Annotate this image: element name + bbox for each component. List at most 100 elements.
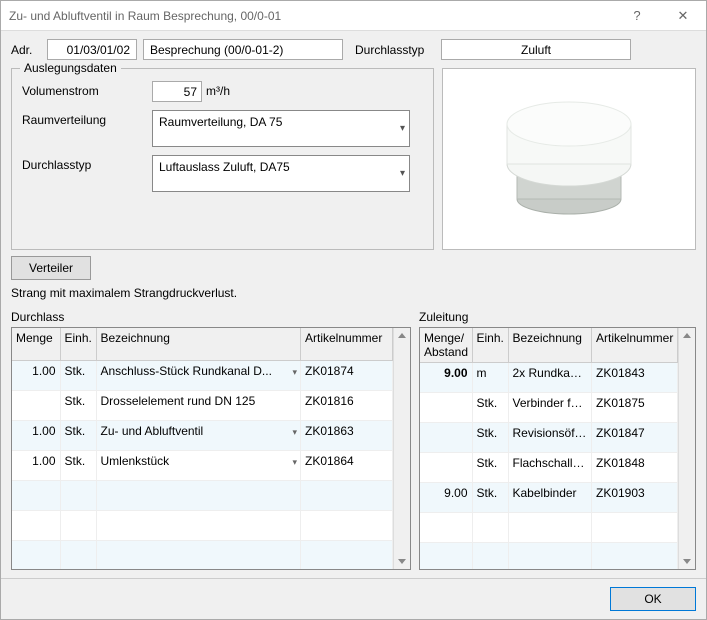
col-menge-abstand[interactable]: Menge/ Abstand	[420, 328, 472, 363]
footer: OK	[1, 578, 706, 619]
close-button[interactable]: ✕	[660, 1, 706, 31]
cell-artikelnummer[interactable]: ZK01843	[592, 363, 678, 393]
cell-bezeichnung[interactable]: Drosselelement rund DN 125	[96, 390, 301, 420]
cell-bezeichnung[interactable]	[508, 543, 592, 571]
cell-bezeichnung[interactable]: Umlenkstück	[96, 450, 301, 480]
table-row[interactable]: Stk.FlachschalldämpferZK01848	[420, 453, 678, 483]
cell-artikelnummer[interactable]: ZK01864	[301, 450, 393, 480]
cell-einh[interactable]: Stk.	[472, 423, 508, 453]
cell-menge[interactable]	[12, 390, 60, 420]
volumenstrom-label: Volumenstrom	[22, 81, 152, 98]
cell-menge[interactable]: 9.00	[420, 363, 472, 393]
raumverteilung-label: Raumverteilung	[22, 110, 152, 127]
cell-einh[interactable]: Stk.	[60, 360, 96, 390]
cell-einh[interactable]: Stk.	[472, 483, 508, 513]
verteiler-button[interactable]: Verteiler	[11, 256, 91, 280]
cell-menge[interactable]	[420, 423, 472, 453]
cell-einh[interactable]	[472, 513, 508, 543]
chevron-down-icon: ▾	[400, 123, 405, 134]
cell-artikelnummer[interactable]	[301, 540, 393, 570]
cell-menge[interactable]	[420, 453, 472, 483]
col-bezeichnung[interactable]: Bezeichnung	[508, 328, 592, 363]
cell-bezeichnung[interactable]: Flachschalldämpfer	[508, 453, 592, 483]
col-artikelnummer[interactable]: Artikelnummer	[592, 328, 678, 363]
volumenstrom-input[interactable]	[152, 81, 202, 102]
durchlasstyp-value[interactable]: Zuluft	[441, 39, 631, 60]
cell-artikelnummer[interactable]: ZK01863	[301, 420, 393, 450]
table-row[interactable]	[12, 510, 393, 540]
cell-artikelnummer[interactable]: ZK01847	[592, 423, 678, 453]
chevron-down-icon: ▾	[400, 168, 405, 179]
cell-einh[interactable]	[60, 510, 96, 540]
cell-bezeichnung[interactable]: Kabelbinder	[508, 483, 592, 513]
col-einh[interactable]: Einh.	[472, 328, 508, 363]
cell-menge[interactable]: 9.00	[420, 483, 472, 513]
cell-einh[interactable]: Stk.	[472, 453, 508, 483]
cell-menge[interactable]	[420, 393, 472, 423]
cell-bezeichnung[interactable]: Revisionsöffnung	[508, 423, 592, 453]
cell-bezeichnung[interactable]	[96, 510, 301, 540]
cell-bezeichnung[interactable]: Anschluss-Stück Rundkanal D...	[96, 360, 301, 390]
cell-einh[interactable]: Stk.	[60, 450, 96, 480]
cell-menge[interactable]	[420, 543, 472, 571]
cell-artikelnummer[interactable]: ZK01874	[301, 360, 393, 390]
cell-artikelnummer[interactable]	[301, 480, 393, 510]
cell-einh[interactable]: Stk.	[472, 393, 508, 423]
cell-artikelnummer[interactable]: ZK01848	[592, 453, 678, 483]
addr-name[interactable]: Besprechung (00/0-01-2)	[143, 39, 343, 60]
cell-menge[interactable]	[12, 480, 60, 510]
cell-menge[interactable]	[12, 540, 60, 570]
cell-bezeichnung[interactable]	[96, 480, 301, 510]
table-row[interactable]: 1.00Stk.Zu- und AbluftventilZK01863	[12, 420, 393, 450]
cell-artikelnummer[interactable]: ZK01875	[592, 393, 678, 423]
table-row[interactable]: 9.00m2x Rundkanal DA 75 (Kunstst...ZK018…	[420, 363, 678, 393]
durchlasstyp-combo[interactable]: Luftauslass Zuluft, DA75 ▾	[152, 155, 410, 192]
table-row[interactable]	[420, 543, 678, 571]
ok-button[interactable]: OK	[610, 587, 696, 611]
table-row[interactable]	[420, 513, 678, 543]
auslegungsdaten-fieldset: Auslegungsdaten Volumenstrom m³/h Raumve…	[11, 68, 434, 250]
table-row[interactable]: Stk.Verbinder für Rundkanal DA 75ZK01875	[420, 393, 678, 423]
cell-bezeichnung[interactable]: Verbinder für Rundkanal DA 75	[508, 393, 592, 423]
durchlass-grid[interactable]: Menge Einh. Bezeichnung Artikelnummer 1.…	[11, 327, 411, 570]
cell-menge[interactable]: 1.00	[12, 450, 60, 480]
cell-einh[interactable]: Stk.	[60, 420, 96, 450]
col-einh[interactable]: Einh.	[60, 328, 96, 360]
col-menge[interactable]: Menge	[12, 328, 60, 360]
cell-menge[interactable]	[12, 510, 60, 540]
table-row[interactable]: Stk.Drosselelement rund DN 125ZK01816	[12, 390, 393, 420]
col-bezeichnung[interactable]: Bezeichnung	[96, 328, 301, 360]
cell-artikelnummer[interactable]	[592, 543, 678, 571]
help-button[interactable]: ?	[614, 1, 660, 31]
col-artikelnummer[interactable]: Artikelnummer	[301, 328, 393, 360]
cell-einh[interactable]: m	[472, 363, 508, 393]
addr-value[interactable]: 01/03/01/02	[47, 39, 137, 60]
cell-einh[interactable]	[60, 480, 96, 510]
cell-menge[interactable]	[420, 513, 472, 543]
cell-artikelnummer[interactable]: ZK01816	[301, 390, 393, 420]
table-row[interactable]: 9.00Stk.KabelbinderZK01903	[420, 483, 678, 513]
cell-menge[interactable]: 1.00	[12, 420, 60, 450]
table-row[interactable]: 1.00Stk.UmlenkstückZK01864	[12, 450, 393, 480]
cell-bezeichnung[interactable]: Zu- und Abluftventil	[96, 420, 301, 450]
table-row[interactable]: 1.00Stk.Anschluss-Stück Rundkanal D...ZK…	[12, 360, 393, 390]
dialog-window: Zu- und Abluftventil in Raum Besprechung…	[0, 0, 707, 620]
cell-artikelnummer[interactable]	[592, 513, 678, 543]
cell-artikelnummer[interactable]	[301, 510, 393, 540]
zuleitung-section: Zuleitung Menge/ Abstand Einh. Bezeichnu…	[419, 310, 696, 570]
table-row[interactable]: Stk.RevisionsöffnungZK01847	[420, 423, 678, 453]
raumverteilung-combo[interactable]: Raumverteilung, DA 75 ▾	[152, 110, 410, 147]
scrollbar[interactable]	[678, 328, 695, 569]
zuleitung-grid[interactable]: Menge/ Abstand Einh. Bezeichnung Artikel…	[419, 327, 696, 570]
scrollbar[interactable]	[393, 328, 410, 569]
cell-bezeichnung[interactable]	[508, 513, 592, 543]
cell-bezeichnung[interactable]: 2x Rundkanal DA 75 (Kunstst...	[508, 363, 592, 393]
cell-bezeichnung[interactable]	[96, 540, 301, 570]
table-row[interactable]	[12, 540, 393, 570]
cell-einh[interactable]	[60, 540, 96, 570]
table-row[interactable]	[12, 480, 393, 510]
cell-menge[interactable]: 1.00	[12, 360, 60, 390]
cell-einh[interactable]: Stk.	[60, 390, 96, 420]
cell-artikelnummer[interactable]: ZK01903	[592, 483, 678, 513]
cell-einh[interactable]	[472, 543, 508, 571]
